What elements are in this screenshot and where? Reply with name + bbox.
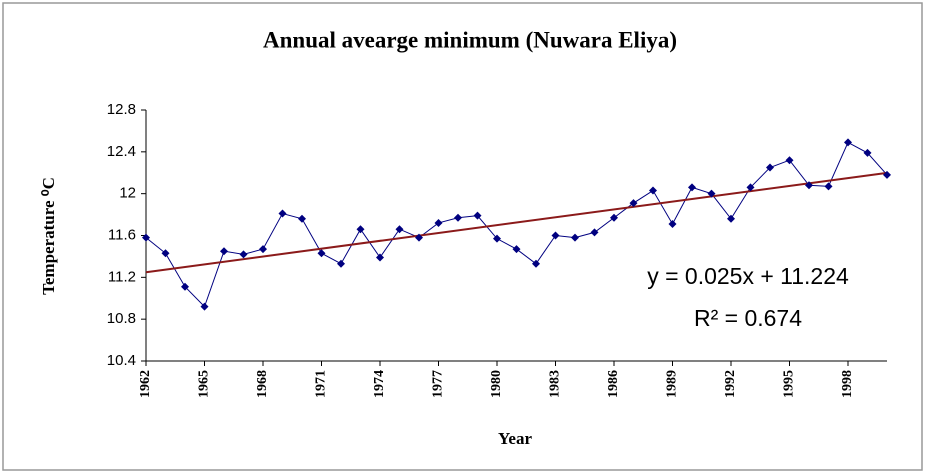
chart-border — [2, 2, 923, 471]
data-point — [259, 245, 267, 254]
y-tick-label: 12 — [119, 185, 136, 202]
y-axis-label: Temperature ⁰C — [39, 177, 58, 295]
data-point — [805, 181, 813, 190]
data-point — [844, 138, 852, 147]
data-point — [727, 214, 735, 223]
data-point — [824, 182, 833, 191]
data-point — [239, 250, 248, 259]
x-axis-label: Year — [498, 429, 532, 448]
data-point — [668, 219, 677, 228]
y-tick-label: 12.4 — [107, 143, 136, 160]
x-tick-label: 1971 — [314, 370, 329, 398]
data-point — [532, 259, 540, 268]
y-tick-label: 12.8 — [107, 101, 136, 118]
data-point — [220, 247, 228, 256]
x-tick-label: 1965 — [197, 370, 212, 398]
x-tick-label: 1995 — [782, 370, 797, 398]
data-point — [434, 218, 443, 227]
trend-equation: y = 0.025x + 11.224 — [647, 263, 849, 289]
x-tick-label: 1962 — [138, 370, 153, 398]
data-point — [395, 225, 404, 234]
x-tick-label: 1983 — [548, 370, 563, 398]
r-squared: R² = 0.674 — [694, 305, 802, 331]
data-point — [688, 183, 696, 192]
data-point — [571, 233, 579, 242]
data-point — [493, 234, 501, 243]
data-point — [629, 199, 638, 208]
data-point — [590, 228, 599, 237]
x-tick-label: 1980 — [489, 370, 504, 398]
y-tick-label: 10.8 — [107, 310, 136, 327]
data-point — [142, 233, 150, 242]
data-point — [278, 209, 287, 218]
data-point — [649, 186, 657, 195]
y-tick-label: 11.2 — [108, 268, 136, 285]
data-point — [863, 148, 872, 157]
data-point — [415, 233, 423, 242]
x-tick-label: 1998 — [840, 370, 855, 398]
data-point — [454, 213, 462, 222]
data-point — [181, 282, 189, 291]
data-point — [512, 245, 521, 254]
data-point — [551, 231, 560, 240]
data-point — [200, 302, 209, 311]
data-point — [337, 259, 345, 268]
x-tick-label: 1974 — [372, 370, 387, 398]
data-point — [376, 253, 384, 262]
data-point — [766, 163, 774, 172]
data-point — [317, 249, 326, 258]
data-point — [785, 156, 794, 165]
data-point — [473, 211, 482, 220]
y-tick-label: 10.4 — [107, 352, 136, 369]
y-tick-label: 11.6 — [108, 226, 136, 243]
data-point — [883, 170, 891, 179]
data-point — [610, 213, 618, 222]
x-tick-label: 1992 — [723, 370, 738, 398]
data-point — [746, 183, 755, 192]
data-point — [356, 225, 365, 234]
data-point — [298, 214, 306, 223]
chart-title: Annual avearge minimum (Nuwara Eliya) — [263, 27, 677, 52]
x-tick-label: 1989 — [665, 370, 680, 398]
data-point — [707, 189, 716, 198]
data-point — [161, 249, 170, 258]
x-tick-label: 1977 — [431, 370, 446, 398]
x-tick-label: 1968 — [255, 370, 270, 398]
trend-line — [145, 171, 888, 274]
x-tick-label: 1986 — [606, 370, 621, 398]
